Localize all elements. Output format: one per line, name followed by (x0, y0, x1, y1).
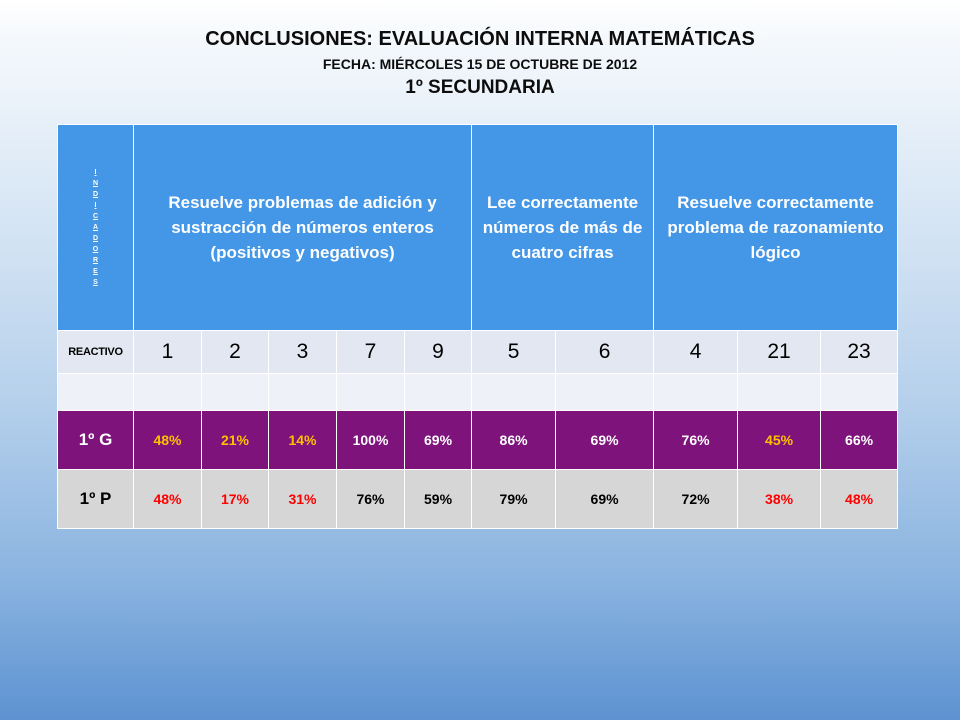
score-cell: 48% (133, 410, 202, 470)
group-label: 1º G (57, 410, 134, 470)
reactivo-cell: 2 (201, 330, 269, 374)
score-cell: 48% (820, 469, 899, 529)
group-label: 1º P (57, 469, 134, 529)
header-razonamiento-logico: Resuelve correctamente problema de razon… (653, 124, 899, 331)
reactivo-cell: 4 (653, 330, 739, 374)
blank-cell (201, 373, 269, 411)
score-cell: 86% (471, 410, 557, 470)
indicator-letter: D (92, 235, 99, 242)
score-cell: 66% (820, 410, 899, 470)
blank-cell (653, 373, 739, 411)
score-cell: 72% (653, 469, 739, 529)
score-cell: 69% (555, 410, 655, 470)
score-cell: 45% (737, 410, 822, 470)
reactivo-cell: 9 (403, 330, 473, 374)
header-lee-numeros: Lee correctamente números de más de cuat… (471, 124, 655, 331)
indicator-letter: D (92, 191, 99, 198)
score-cell: 31% (268, 469, 337, 529)
indicadores-header: I N D I C A D O R E S (57, 124, 134, 331)
header-row: I N D I C A D O R E S Resuelve problemas… (57, 124, 899, 331)
blank-cell (820, 373, 899, 411)
score-cell: 21% (201, 410, 269, 470)
header-adicion-sustraccion: Resuelve problemas de adición y sustracc… (132, 124, 473, 331)
reactivo-cell: 1 (133, 330, 202, 374)
indicator-letter: A (92, 224, 99, 231)
score-cell: 69% (403, 410, 473, 470)
score-cell: 76% (336, 469, 405, 529)
title-block: CONCLUSIONES: EVALUACIÓN INTERNA MATEMÁT… (0, 26, 960, 101)
indicator-letter: R (92, 257, 99, 264)
reactivo-cell: 7 (336, 330, 405, 374)
score-cell: 48% (133, 469, 202, 529)
score-cell: 59% (403, 469, 473, 529)
main-title: CONCLUSIONES: EVALUACIÓN INTERNA MATEMÁT… (205, 28, 755, 50)
blank-cell (737, 373, 822, 411)
indicator-letter: O (92, 246, 99, 253)
blank-cell (57, 373, 134, 411)
indicator-letter: N (92, 180, 99, 187)
score-cell: 100% (336, 410, 405, 470)
results-table: I N D I C A D O R E S Resuelve problemas… (57, 124, 899, 529)
indicator-letter: I (94, 202, 97, 209)
indicator-letter: S (93, 279, 98, 286)
reactivo-cell: 23 (820, 330, 899, 374)
reactivo-label: REACTIVO (57, 330, 134, 374)
blank-row (57, 373, 899, 411)
blank-cell (268, 373, 337, 411)
score-cell: 79% (471, 469, 557, 529)
blank-cell (403, 373, 473, 411)
score-cell: 69% (555, 469, 655, 529)
reactivo-row: REACTIVO 1 2 3 7 9 5 6 4 21 23 (57, 330, 899, 374)
group-p-row: 1º P 48% 17% 31% 76% 59% 79% 69% 72% 38%… (57, 469, 899, 529)
score-cell: 17% (201, 469, 269, 529)
score-cell: 38% (737, 469, 822, 529)
grade-subtitle: 1º SECUNDARIA (405, 77, 555, 98)
blank-cell (471, 373, 557, 411)
blank-cell (336, 373, 405, 411)
reactivo-cell: 6 (555, 330, 655, 374)
reactivo-cell: 21 (737, 330, 822, 374)
indicator-letter: C (92, 213, 99, 220)
blank-cell (555, 373, 655, 411)
indicator-letter: E (93, 268, 98, 275)
indicator-letter: I (94, 169, 97, 176)
group-g-row: 1º G 48% 21% 14% 100% 69% 86% 69% 76% 45… (57, 410, 899, 470)
score-cell: 76% (653, 410, 739, 470)
blank-cell (133, 373, 202, 411)
reactivo-cell: 5 (471, 330, 557, 374)
score-cell: 14% (268, 410, 337, 470)
reactivo-cell: 3 (268, 330, 337, 374)
date-subtitle: FECHA: MIÉRCOLES 15 DE OCTUBRE DE 2012 (322, 56, 638, 72)
